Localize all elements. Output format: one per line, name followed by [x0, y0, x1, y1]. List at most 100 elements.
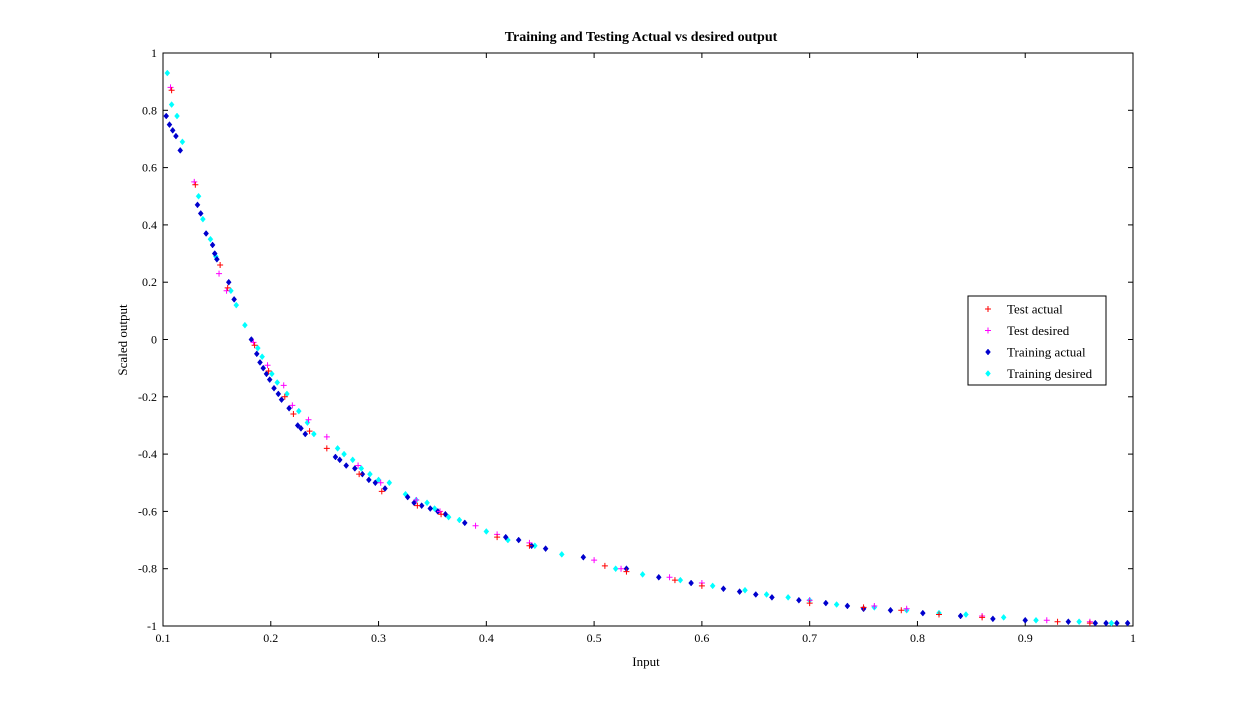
x-tick-label: 0.7 — [802, 631, 817, 645]
y-tick-label: 0.6 — [142, 161, 157, 175]
data-point — [427, 505, 434, 512]
data-point — [666, 574, 673, 581]
data-point — [688, 579, 694, 587]
y-tick-label: 0.8 — [142, 103, 157, 117]
data-point — [233, 301, 240, 309]
data-point — [378, 488, 385, 495]
data-point — [720, 585, 727, 593]
data-point — [264, 362, 271, 369]
data-point — [377, 479, 384, 486]
data-point — [483, 528, 490, 535]
data-point — [698, 582, 705, 589]
data-point — [167, 84, 174, 91]
data-point — [833, 601, 840, 608]
data-point — [278, 396, 285, 404]
data-point — [250, 339, 257, 346]
data-point — [265, 368, 272, 375]
x-tick-label: 0.4 — [479, 631, 494, 645]
data-point — [445, 513, 452, 521]
data-point — [823, 599, 829, 607]
data-point — [343, 462, 350, 469]
data-point — [366, 476, 372, 484]
y-tick-label: -0.2 — [138, 390, 157, 404]
data-point — [612, 565, 619, 573]
data-point — [785, 593, 791, 601]
data-point — [677, 576, 684, 584]
y-tick-label: 0.2 — [142, 275, 157, 289]
y-tick-label: 0.4 — [142, 218, 157, 232]
data-point — [302, 430, 309, 438]
data-point — [168, 87, 175, 94]
x-tick-label: 0.1 — [156, 631, 171, 645]
data-point — [887, 606, 894, 614]
y-tick-label: 1 — [151, 46, 157, 60]
data-point — [1092, 619, 1099, 627]
data-point — [382, 485, 388, 492]
x-tick-label: 0.6 — [694, 631, 709, 645]
data-point — [173, 132, 179, 140]
data-point — [290, 410, 297, 417]
data-point — [306, 428, 313, 435]
data-point — [601, 562, 608, 569]
data-point — [1108, 619, 1115, 627]
data-point — [168, 101, 175, 108]
data-point — [442, 510, 449, 518]
data-point — [903, 605, 910, 612]
data-point — [898, 607, 905, 614]
legend-marker — [985, 370, 991, 377]
data-point — [1086, 620, 1093, 627]
data-point — [200, 215, 206, 223]
data-point — [216, 270, 223, 277]
data-point — [963, 611, 969, 618]
data-point — [1054, 618, 1061, 625]
data-point — [177, 147, 184, 154]
data-point — [214, 255, 220, 263]
data-point — [191, 178, 198, 185]
data-point — [271, 384, 277, 392]
data-point — [386, 479, 393, 487]
data-point — [295, 407, 302, 415]
data-point — [461, 519, 468, 527]
data-point — [957, 612, 964, 620]
data-point — [281, 393, 288, 400]
data-point — [1065, 618, 1072, 626]
x-tick-label: 1 — [1130, 631, 1136, 645]
data-point — [367, 470, 373, 478]
data-point — [257, 359, 263, 366]
data-point — [260, 364, 267, 372]
data-point — [294, 422, 301, 429]
data-point — [217, 262, 224, 269]
data-point — [253, 350, 260, 358]
data-point — [494, 534, 501, 541]
data-point — [289, 402, 296, 409]
data-point — [558, 550, 565, 558]
data-point — [286, 404, 292, 412]
data-markers — [163, 69, 1131, 627]
data-point — [623, 568, 630, 575]
data-point — [323, 433, 330, 440]
data-point — [438, 511, 445, 518]
data-point — [1043, 617, 1050, 624]
data-point — [472, 522, 479, 529]
data-point — [259, 353, 265, 361]
data-point — [341, 450, 347, 458]
data-point — [164, 69, 171, 77]
data-point — [169, 126, 176, 134]
data-point — [806, 600, 813, 607]
data-point — [211, 250, 218, 257]
data-point — [224, 284, 231, 291]
series-test-actual — [168, 87, 1093, 627]
data-point — [424, 499, 430, 507]
data-point — [1033, 616, 1039, 624]
data-point — [1124, 619, 1131, 627]
y-axis: -1 -0.8 -0.6 -0.4 -0.2 0 0.2 0.4 0.6 0.8 1 — [138, 46, 1133, 633]
data-point — [228, 287, 234, 295]
data-point — [639, 571, 646, 578]
data-point — [332, 453, 339, 461]
data-point — [225, 278, 232, 286]
data-point — [195, 192, 202, 200]
x-tick-label: 0.3 — [371, 631, 386, 645]
data-point — [359, 470, 366, 478]
data-point — [709, 582, 716, 590]
x-tick-label: 0.5 — [587, 631, 602, 645]
